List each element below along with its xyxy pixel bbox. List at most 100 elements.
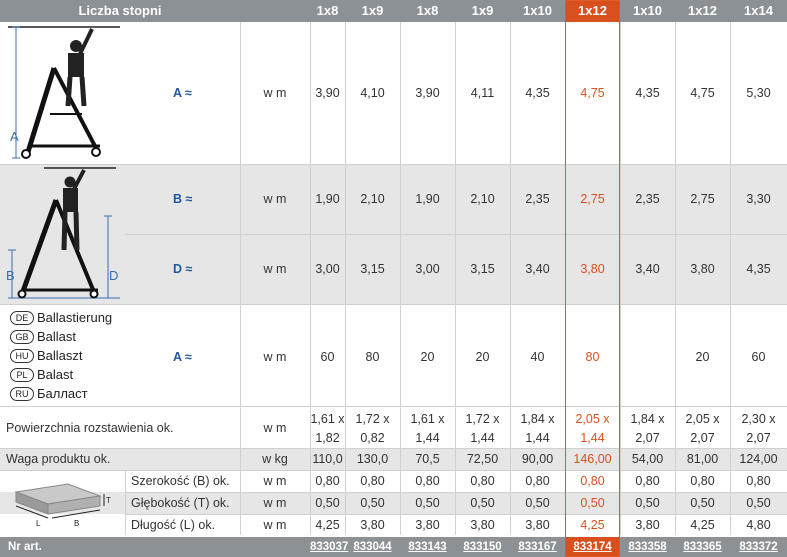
b-value: 2,35: [635, 192, 660, 206]
unit-length: w m: [263, 518, 287, 532]
band-weight: [0, 448, 787, 470]
depth-value: 0,50: [690, 496, 715, 510]
width-value: 0,80: [635, 474, 660, 488]
letter-b: B: [6, 268, 15, 283]
label-surface: Powierzchnia rozstawienia ok.: [6, 421, 174, 435]
box-letter-l: L: [36, 519, 41, 528]
length-value: 3,80: [635, 518, 660, 532]
depth-value: 0,50: [360, 496, 385, 510]
weight-value: 110,0: [312, 452, 343, 466]
article-number-link[interactable]: 833365: [683, 541, 722, 553]
letter-a: A: [10, 129, 19, 144]
depth-value: 0,50: [415, 496, 440, 510]
label-width: Szerokość (B) ok.: [131, 474, 230, 488]
column-header: 1x8: [416, 3, 439, 18]
column-header: 1x10: [523, 3, 552, 18]
weight-value: 130,0: [356, 452, 389, 466]
label-b: B ≈: [173, 192, 193, 206]
box-letter-b: B: [74, 519, 79, 528]
surface-bottom-value: 1,44: [470, 431, 495, 445]
label-length: Długość (L) ok.: [131, 518, 216, 532]
depth-value: 0,50: [746, 496, 771, 510]
depth-value: 0,50: [580, 496, 605, 510]
d-value: 4,35: [746, 262, 771, 276]
length-value: 3,80: [360, 518, 385, 532]
ballast-value: 80: [585, 350, 600, 364]
lang-text: Ballast: [37, 329, 77, 344]
label-depth: Głębokość (T) ok.: [131, 496, 230, 510]
length-value: 4,25: [690, 518, 715, 532]
ballast-value: 20: [695, 350, 710, 364]
surface-bottom-value: 1,44: [415, 431, 440, 445]
lang-text: Ballaszt: [37, 348, 83, 363]
article-number-link[interactable]: 833167: [518, 541, 557, 553]
column-header: 1x14: [744, 3, 773, 18]
b-value: 2,75: [580, 192, 605, 206]
column-header: 1x8: [316, 3, 339, 18]
article-number-link[interactable]: 833150: [463, 541, 502, 553]
lang-code-badge: DE: [10, 311, 34, 325]
d-value: 3,00: [315, 262, 340, 276]
ballast-lang-item: DE Ballastierung: [10, 310, 112, 325]
unit-surface: w m: [263, 421, 287, 435]
band-depth: [0, 492, 787, 514]
unit-width: w m: [263, 474, 287, 488]
surface-top-value: 1,72 x: [355, 412, 390, 426]
label-weight: Waga produktu ok.: [6, 452, 111, 466]
width-value: 0,80: [415, 474, 440, 488]
article-number-link[interactable]: 833143: [408, 541, 447, 553]
unit-weight: w kg: [262, 452, 288, 466]
label-a: A ≈: [173, 86, 192, 100]
ladder-height-diagram: A: [8, 26, 120, 159]
column-header: 1x12: [565, 0, 620, 22]
table-header: Liczba stopni 1x8 1x9 1x8 1x9 1x10 1x12 1x10 1x…: [0, 0, 787, 22]
width-value: 0,80: [580, 474, 605, 488]
depth-value: 0,50: [315, 496, 340, 510]
article-number-link[interactable]: 833358: [628, 541, 667, 553]
a-value: 3,90: [415, 86, 440, 100]
footer-label: Nr art.: [8, 541, 42, 553]
d-value: 3,80: [690, 262, 715, 276]
weight-value: 72,50: [466, 452, 499, 466]
lang-code-badge: PL: [10, 368, 34, 382]
box-dimensions-diagram: T L B: [14, 483, 111, 528]
lang-code-badge: GB: [10, 330, 34, 344]
weight-value: 70,5: [415, 452, 440, 466]
b-value: 2,10: [360, 192, 385, 206]
length-value: 3,80: [470, 518, 495, 532]
article-number-link[interactable]: 833174: [565, 537, 620, 557]
b-value: 2,35: [525, 192, 550, 206]
ballast-value: 20: [475, 350, 490, 364]
column-header: 1x12: [688, 3, 717, 18]
ballast-value: 20: [420, 350, 435, 364]
width-value: 0,80: [525, 474, 550, 488]
surface-top-value: 1,72 x: [465, 412, 500, 426]
surface-bottom-value: 2,07: [635, 431, 660, 445]
weight-value: 81,00: [686, 452, 719, 466]
ballast-value: 80: [365, 350, 380, 364]
article-number-link[interactable]: 833037: [310, 541, 349, 553]
surface-bottom-value: 2,07: [746, 431, 771, 445]
article-number-link[interactable]: 833372: [739, 541, 778, 553]
column-header: 1x9: [471, 3, 494, 18]
a-value: 4,35: [525, 86, 550, 100]
surface-top-value: 1,84 x: [520, 412, 555, 426]
depth-value: 0,50: [470, 496, 495, 510]
label-d: D ≈: [173, 262, 193, 276]
d-value: 3,15: [360, 262, 385, 276]
surface-top-value: 1,61 x: [310, 412, 345, 426]
surface-top-value: 1,61 x: [410, 412, 445, 426]
box-letter-t: T: [106, 496, 111, 505]
length-value: 3,80: [525, 518, 550, 532]
d-value: 3,40: [525, 262, 550, 276]
ballast-lang-item: PL Balast: [10, 367, 73, 382]
surface-bottom-value: 1,44: [525, 431, 550, 445]
a-value: 3,90: [315, 86, 340, 100]
a-value: 4,75: [690, 86, 715, 100]
d-value: 3,80: [580, 262, 605, 276]
surface-bottom-value: 0,82: [360, 431, 385, 445]
article-number-link[interactable]: 833044: [353, 541, 392, 553]
surface-bottom-value: 2,07: [690, 431, 715, 445]
surface-bottom-value: 1,82: [315, 431, 340, 445]
unit-b: w m: [263, 192, 287, 206]
